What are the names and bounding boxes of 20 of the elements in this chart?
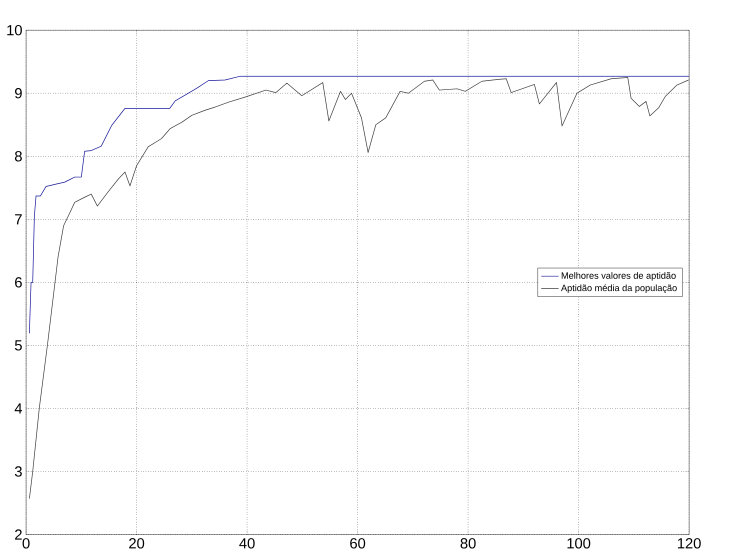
- y-tick-label: 7: [15, 214, 22, 224]
- y-tick-label: 4: [14, 403, 22, 414]
- y-tick-label: 9: [15, 88, 22, 99]
- line-series: [29, 76, 690, 334]
- y-tick-label: 2: [15, 530, 22, 540]
- x-tick-label: 60: [350, 538, 366, 549]
- x-tick-label: 120: [678, 538, 701, 549]
- y-tick-label: 10: [7, 25, 22, 36]
- y-tick-label: 8: [14, 151, 22, 162]
- y-tick-label: 3: [14, 466, 22, 477]
- legend-label: Aptidão média da população: [561, 284, 677, 294]
- x-tick-label: 20: [129, 538, 144, 549]
- x-tick-label: 40: [239, 538, 255, 549]
- y-tick-label: 6: [15, 277, 22, 288]
- x-tick-label: 80: [460, 538, 476, 549]
- line-series: [29, 77, 689, 500]
- x-tick-label: 100: [567, 538, 590, 549]
- legend-label: Melhores valores de aptidão: [562, 272, 676, 281]
- y-tick-label: 5: [14, 340, 22, 351]
- x-tick-label: 0: [22, 538, 30, 549]
